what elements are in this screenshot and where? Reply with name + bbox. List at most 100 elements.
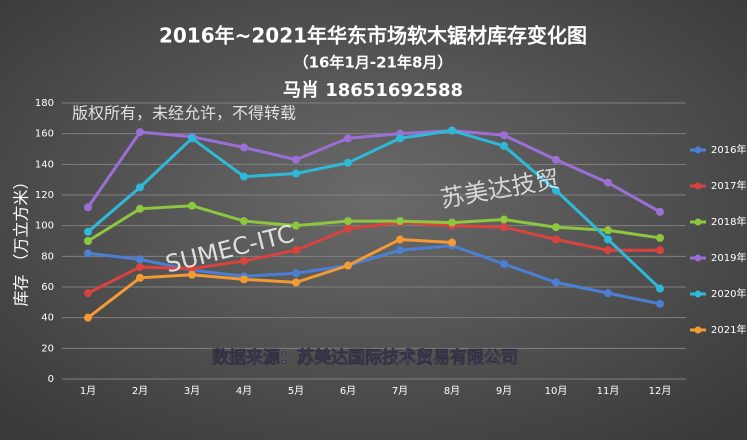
point [240,143,248,152]
point [240,172,248,181]
legend-swatch [694,218,702,226]
point [84,313,92,322]
point [136,263,144,272]
contact: 马肖 18651692588 [283,79,463,101]
legend-swatch [694,254,702,262]
point [500,131,508,140]
y-tick-label: 160 [35,129,54,140]
x-tick-label: 2月 [132,385,148,397]
y-axis-label: 库存 （万立方米） [12,173,31,306]
point [604,226,612,235]
point [188,134,196,143]
point [136,273,144,282]
point [396,217,404,226]
point [344,261,352,270]
y-tick-label: 40 [41,313,54,324]
x-tick-label: 8月 [444,385,460,397]
x-tick-label: 9月 [496,385,512,397]
y-tick-label: 60 [41,282,54,293]
x-tick-label: 12月 [649,385,672,397]
point [84,203,92,212]
y-tick-label: 120 [35,190,54,201]
point [84,289,92,298]
point [344,134,352,143]
point [136,128,144,137]
x-tick-label: 5月 [288,385,304,397]
point [656,284,664,293]
point [500,141,508,150]
legend-swatch [694,290,702,298]
legend-label: 2016年 [711,143,746,156]
y-tick-label: 100 [35,221,54,232]
point [552,155,560,164]
y-tick-label: 180 [35,98,54,109]
y-tick-label: 0 [48,374,54,385]
chart-title: 2016年~2021年华东市场软木锯材库存变化图 [159,24,587,48]
series-line [87,129,662,290]
point [604,235,612,244]
y-tick-label: 80 [41,251,54,262]
point [136,183,144,192]
point [292,269,300,278]
legend-label: 2017年 [711,179,746,192]
legend-label: 2018年 [711,215,746,228]
point [552,278,560,287]
point [292,246,300,255]
x-tick-label: 10月 [545,385,568,397]
x-tick-label: 6月 [340,385,356,397]
point [84,237,92,245]
x-tick-label: 7月 [392,385,408,397]
point [188,201,196,210]
point [448,238,456,247]
point [448,126,456,135]
point [292,221,300,230]
point [604,246,612,255]
point [188,264,196,273]
point [604,289,612,298]
point [396,134,404,143]
point [552,235,560,244]
series-line [87,204,661,243]
legend-swatch [694,182,702,190]
point [656,233,664,242]
point [656,246,664,255]
point [344,217,352,226]
series-line [86,129,661,214]
point [240,217,248,226]
point [552,186,560,195]
point [552,223,560,232]
copyright-note: 版权所有，未经允许，不得转载 [72,104,296,123]
point [188,270,196,279]
legend-label: 2019年 [711,251,746,264]
point [84,227,92,236]
point [500,223,508,232]
x-tick-label: 1月 [80,385,96,397]
point [240,275,248,284]
point [396,235,404,244]
point [344,158,352,167]
point [136,204,144,213]
point [84,249,92,258]
source-note: 数据来源：苏美达国际技术贸易有限公司 [212,347,518,368]
y-tick-label: 20 [41,343,54,354]
legend-label: 2020年 [711,287,746,300]
y-tick-label: 140 [35,159,54,170]
chart-subtitle: （16年1月-21年8月） [294,54,453,72]
point [344,224,352,233]
point [396,246,404,255]
point [500,260,508,268]
point [292,278,300,287]
series-line [87,221,660,295]
x-tick-label: 11月 [597,385,620,397]
x-tick-label: 3月 [184,385,200,397]
legend-label: 2021年 [711,323,746,336]
series-line [87,237,453,319]
point [240,256,248,265]
point [604,178,612,187]
point [656,207,664,216]
legend-swatch [694,326,702,334]
point [292,169,300,178]
x-tick-label: 4月 [236,385,252,397]
legend-swatch [694,146,702,154]
